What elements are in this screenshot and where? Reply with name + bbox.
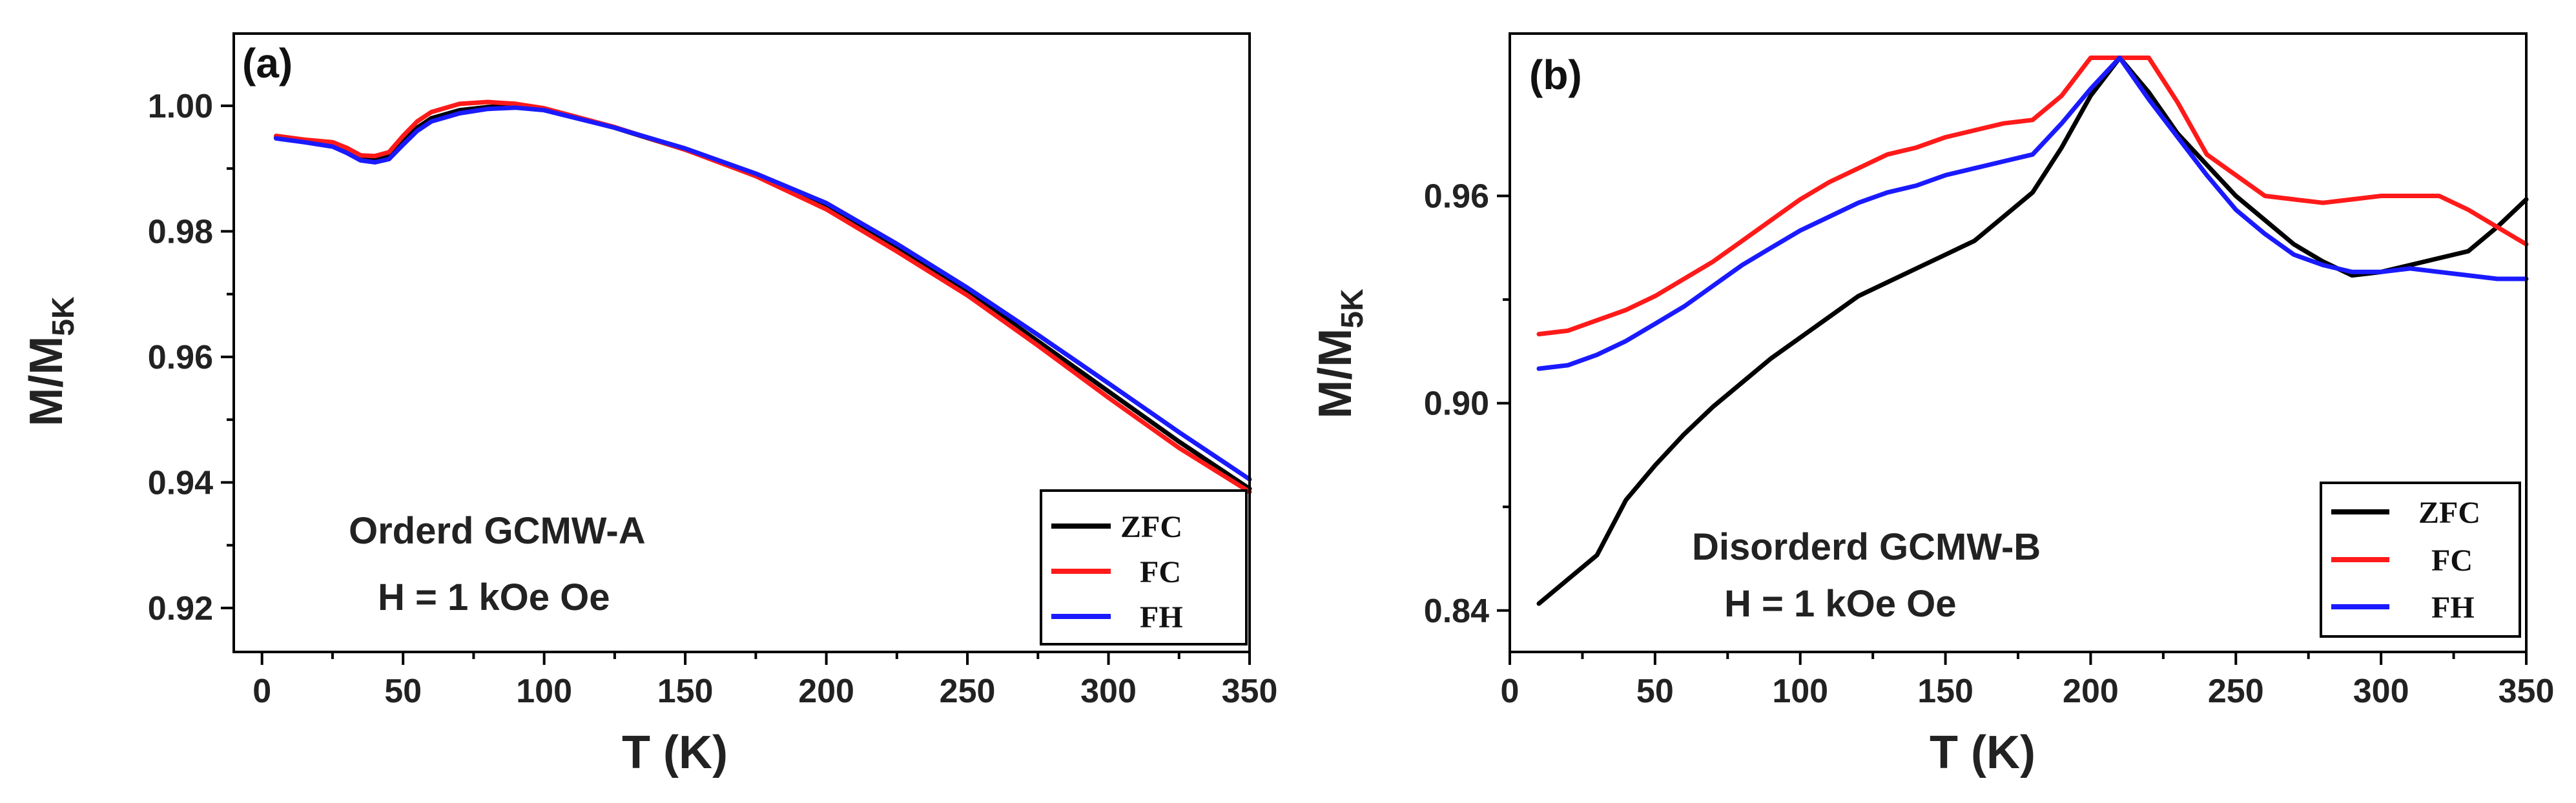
panel-b-series-zfc-line [1536, 56, 2529, 606]
panel-a-y-axis-title-sub: 5K [46, 296, 81, 336]
panel-a-legend-label-fc: FC [1140, 555, 1181, 589]
panel-b-x-ticks: 0 50 100 150 200 250 300 350 [1501, 652, 2555, 710]
panel-b-x-tick-label: 0 [1501, 673, 1520, 710]
panel-a-y-tick-label: 1.00 [148, 88, 213, 125]
panel-a-x-tick-label: 150 [657, 673, 714, 710]
panel-a: 0 50 100 150 200 250 300 350 0.92 0.94 0.96 0.98 1.… [21, 32, 1277, 778]
panel-a-y-axis-title: M/M5K [21, 296, 81, 427]
panel-b: 0 50 100 150 200 250 300 350 0.84 0.90 0.96 (b) T… [1310, 32, 2555, 778]
panel-a-field-annotation: H = 1 kOe Oe [378, 576, 610, 618]
panel-b-y-axis-title-sub: 5K [1335, 289, 1370, 329]
panel-a-label: (a) [242, 40, 293, 86]
panel-a-sample-annotation: Orderd GCMW-A [349, 510, 646, 552]
panel-b-x-tick-label: 300 [2353, 673, 2409, 710]
panel-a-x-tick-label: 250 [940, 673, 996, 710]
panel-a-y-tick-label: 0.92 [148, 590, 213, 627]
panel-a-y-axis-title-main: M/M [21, 336, 72, 427]
panel-a-legend-label-fh: FH [1140, 600, 1183, 635]
panel-a-x-tick-label: 350 [1222, 673, 1278, 710]
panel-a-x-tick-label: 50 [384, 673, 422, 710]
panel-b-sample-annotation: Disorderd GCMW-B [1692, 526, 2041, 568]
panel-b-y-tick-label: 0.84 [1424, 593, 1489, 630]
panel-b-x-tick-label: 150 [1917, 673, 1973, 710]
panel-a-y-tick-label: 0.98 [148, 213, 213, 250]
panel-b-y-axis-title: M/M5K [1310, 289, 1370, 419]
panel-b-x-tick-label: 200 [2063, 673, 2119, 710]
panel-b-series-fc-line [1536, 56, 2529, 337]
panel-a-y-ticks: 0.92 0.94 0.96 0.98 1.00 [148, 88, 234, 627]
panel-a-legend-label-zfc: ZFC [1120, 510, 1182, 544]
panel-b-y-tick-label: 0.96 [1424, 178, 1489, 216]
panel-a-legend: ZFC FC FH [1040, 489, 1248, 645]
panel-a-x-tick-label: 200 [798, 673, 854, 710]
panel-b-x-tick-label: 350 [2499, 673, 2555, 710]
panel-b-field-annotation: H = 1 kOe Oe [1724, 583, 1956, 625]
panel-a-series-fc-line [274, 99, 1252, 494]
panel-a-x-tick-label: 100 [516, 673, 572, 710]
panel-a-y-tick-label: 0.96 [148, 339, 213, 376]
panel-b-legend: ZFC FC FH [2320, 482, 2521, 638]
panel-a-series-fh-line [274, 105, 1252, 482]
panel-b-x-axis-title: T (K) [1930, 727, 2035, 778]
panel-a-x-tick-label: 0 [252, 673, 271, 710]
panel-b-x-tick-label: 100 [1772, 673, 1828, 710]
panel-a-plot-frame [232, 32, 1251, 653]
panel-b-y-ticks: 0.84 0.90 0.96 [1424, 178, 1510, 630]
panel-b-y-axis-title-main: M/M [1310, 329, 1361, 419]
panel-a-series [274, 99, 1252, 494]
panel-b-y-tick-label: 0.90 [1424, 385, 1489, 423]
panel-a-series-zfc-line [274, 103, 1252, 491]
panel-b-x-tick-label: 250 [2208, 673, 2264, 710]
panel-a-x-axis-title: T (K) [622, 727, 728, 778]
panel-b-label: (b) [1529, 52, 1582, 98]
panel-b-series-fh-line [1536, 56, 2529, 371]
panel-a-x-tick-label: 300 [1080, 673, 1137, 710]
panel-b-x-tick-label: 50 [1636, 673, 1674, 710]
panel-b-legend-label-fc: FC [2431, 544, 2473, 578]
panel-a-x-ticks: 0 50 100 150 200 250 300 350 [252, 652, 1277, 710]
panel-a-y-tick-label: 0.94 [148, 464, 213, 502]
panel-b-legend-label-zfc: ZFC [2418, 496, 2480, 530]
panel-b-series [1536, 56, 2529, 606]
panel-b-legend-label-fh: FH [2431, 591, 2475, 625]
